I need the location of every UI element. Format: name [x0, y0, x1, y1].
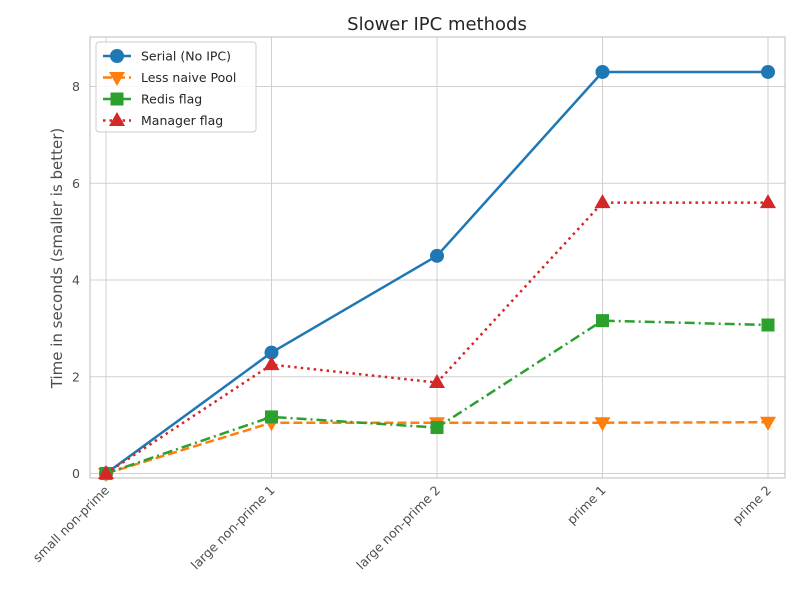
legend-label: Redis flag: [141, 92, 202, 107]
y-tick-label: 2: [72, 369, 80, 384]
y-tick-label: 0: [72, 466, 80, 481]
y-axis-label: Time in seconds (smaller is better): [48, 128, 66, 389]
x-tick-label: large non-prime 2: [353, 483, 443, 573]
legend-marker: [110, 92, 124, 106]
chart-title: Slower IPC methods: [347, 14, 527, 35]
series-layer: [98, 64, 776, 482]
data-point: [265, 410, 278, 424]
legend-marker: [110, 49, 124, 63]
data-point: [761, 318, 775, 332]
data-point: [430, 421, 444, 435]
data-point: [594, 194, 611, 209]
data-point: [595, 64, 610, 79]
x-tick-label: prime 1: [564, 483, 609, 528]
data-point: [264, 345, 279, 360]
data-point: [98, 465, 114, 479]
data-point: [430, 248, 444, 263]
plot-frame: [89, 36, 786, 479]
data-point: [263, 356, 280, 371]
data-point: [760, 194, 776, 209]
legend: Serial (No IPC) Less naive Pool Redis flag…: [95, 41, 257, 133]
grid: [90, 37, 785, 478]
legend-label: Manager flag: [141, 113, 223, 128]
series-redis-flag: [99, 314, 775, 480]
y-tick-label: 8: [72, 79, 80, 94]
data-point: [760, 416, 776, 431]
data-point: [429, 374, 445, 389]
tick-labels: 0 2 4 6 8 small non-prime large non-prime 1 lar…: [30, 79, 775, 572]
x-tick-label: small non-prime: [30, 482, 113, 565]
legend-label: Serial (No IPC): [141, 49, 231, 64]
y-tick-label: 4: [72, 273, 80, 288]
y-tick-label: 6: [72, 176, 80, 191]
x-tick-label: large non-prime 1: [188, 483, 278, 573]
data-point: [596, 314, 609, 328]
legend-box: [95, 41, 257, 133]
x-tick-label: prime 2: [729, 483, 774, 528]
legend-label: Less naive Pool: [141, 70, 236, 85]
series-manager-flag: [98, 194, 776, 479]
data-point: [761, 64, 775, 79]
legend-marker: [109, 112, 125, 126]
legend-marker: [109, 72, 125, 86]
data-point: [594, 417, 611, 432]
